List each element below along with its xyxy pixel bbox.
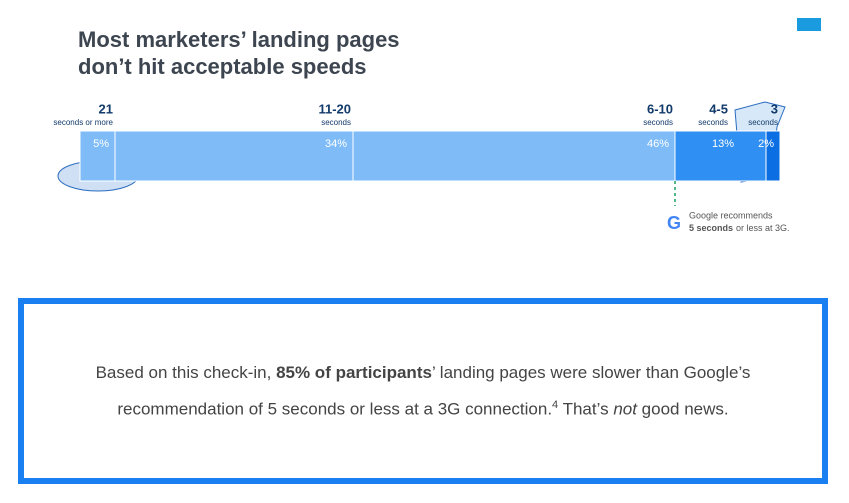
category-note: seconds: [643, 118, 673, 127]
caption-text: good news.: [636, 399, 729, 419]
caption-italic: not: [613, 399, 637, 419]
category-note: seconds or more: [53, 118, 113, 127]
bar-segment: [674, 130, 767, 182]
text-box: Based on this check-in, 85% of participa…: [18, 298, 828, 484]
category-label: 6-10: [647, 101, 673, 116]
caption: Based on this check-in, 85% of participa…: [78, 357, 768, 426]
caption-text: That’s: [558, 399, 614, 419]
caption-bold: 85% of participants: [276, 362, 432, 382]
bar-segment: [114, 130, 354, 182]
category-note: seconds: [748, 118, 778, 127]
value-label: 5%: [93, 138, 109, 150]
bar-segment: [352, 130, 676, 182]
category-label: 3: [771, 101, 778, 116]
value-label: 34%: [325, 138, 347, 150]
category-note: seconds: [321, 118, 351, 127]
annotation-text: 5 seconds or less at 3G.: [689, 223, 790, 233]
bar-segment: [79, 130, 116, 182]
category-label: 11-20: [318, 101, 351, 116]
annotation-rest: or less at 3G.: [736, 223, 790, 233]
category-label: 21: [99, 101, 113, 116]
value-label: 46%: [647, 138, 669, 150]
logo-mark: [797, 18, 821, 31]
annotation-bold: 5 seconds: [689, 223, 733, 233]
caption-text: ’ landing pages were slower than Google’…: [117, 362, 751, 419]
google-icon: G: [667, 213, 681, 233]
value-label: 2%: [758, 138, 774, 150]
chart-title: Most marketers’ landing pages don’t hit …: [78, 27, 400, 79]
chart: 3 seconds 2% 4-5 seconds 13% 6-10 seconds 46% 11-…: [53, 18, 821, 233]
value-label: 13%: [712, 138, 734, 150]
bar-segment: [765, 130, 781, 182]
footnote-ref: 4: [552, 398, 559, 411]
category-note: seconds: [698, 118, 728, 127]
caption-text: Based on this check-in,: [95, 362, 277, 382]
annotation-text: Google recommends: [689, 210, 773, 220]
category-label: 4-5: [709, 101, 728, 116]
